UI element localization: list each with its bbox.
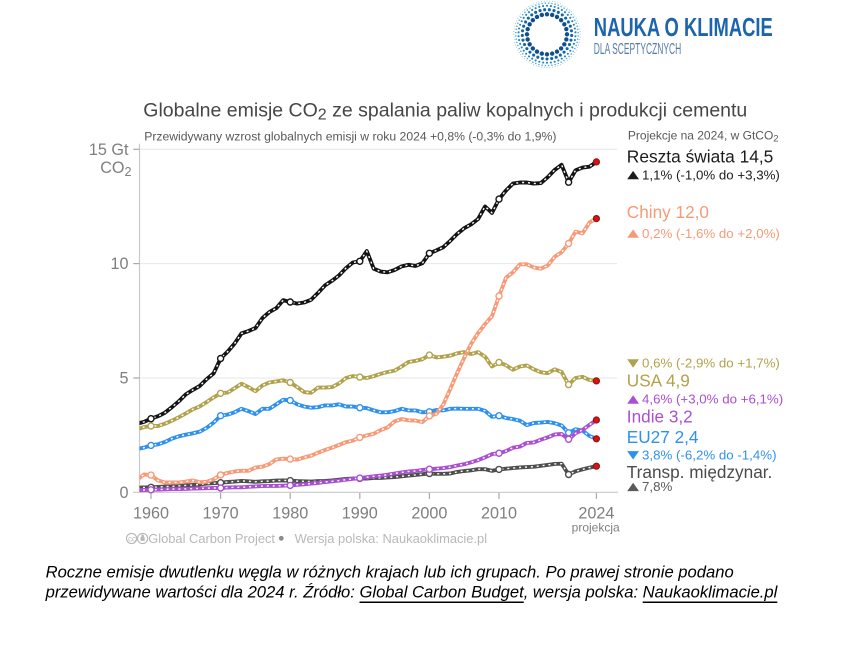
svg-text:10: 10 [110,255,128,273]
svg-text:projekcja: projekcja [572,521,620,535]
svg-text:1,1% (-1,0% do +3,3%): 1,1% (-1,0% do +3,3%) [642,167,780,182]
svg-text:Wersja polska: Naukaoklimacie.: Wersja polska: Naukaoklimacie.pl [295,531,488,546]
svg-text:Transp. międzynar.: Transp. międzynar. [627,462,773,482]
svg-text:7,8%: 7,8% [642,479,672,494]
svg-text:2010: 2010 [481,505,517,523]
svg-text:cc: cc [128,534,136,543]
svg-text:CO2: CO2 [100,159,131,179]
svg-text:3,8% (-6,2% do -1,4%): 3,8% (-6,2% do -1,4%) [642,448,777,463]
svg-text:Projekcje na 2024, w GtCO2: Projekcje na 2024, w GtCO2 [628,129,779,145]
svg-text:1970: 1970 [203,505,239,523]
svg-text:5: 5 [119,370,128,388]
svg-text:Reszta świata 14,5: Reszta świata 14,5 [627,147,774,167]
svg-text:Przewidywany wzrost globalnych: Przewidywany wzrost globalnych emisji w … [144,130,556,144]
svg-text:Indie 3,2: Indie 3,2 [627,407,693,427]
svg-text:1980: 1980 [272,505,308,523]
svg-text:4,6% (+3,0% do +6,1%): 4,6% (+3,0% do +6,1%) [642,392,783,407]
svg-text:0: 0 [119,484,128,502]
svg-text:przewidywane wartości dla 2024: przewidywane wartości dla 2024 r. Źródło… [45,583,779,602]
svg-text:Chiny 12,0: Chiny 12,0 [627,202,709,222]
svg-text:DLA SCEPTYCZNYCH: DLA SCEPTYCZNYCH [594,40,681,57]
svg-text:EU27 2,4: EU27 2,4 [627,427,699,447]
svg-text:0,6% (-2,9% do +1,7%): 0,6% (-2,9% do +1,7%) [642,356,780,371]
svg-text:Global Carbon Project: Global Carbon Project [148,531,275,546]
svg-text:Globalne emisje CO2 ze spalani: Globalne emisje CO2 ze spalania paliw ko… [143,99,747,123]
svg-text:USA 4,9: USA 4,9 [627,371,690,391]
svg-text:1960: 1960 [133,505,169,523]
svg-text:Roczne emisje dwutlenku węgla: Roczne emisje dwutlenku węgla w różnych … [46,563,734,582]
svg-text:0,2% (-1,6% do +2,0%): 0,2% (-1,6% do +2,0%) [642,226,780,241]
svg-text:1990: 1990 [342,505,378,523]
svg-text:NAUKA O KLIMACIE: NAUKA O KLIMACIE [594,13,773,42]
svg-text:2024: 2024 [578,505,614,523]
svg-text:15 Gt: 15 Gt [89,141,129,159]
svg-text:2000: 2000 [411,505,447,523]
